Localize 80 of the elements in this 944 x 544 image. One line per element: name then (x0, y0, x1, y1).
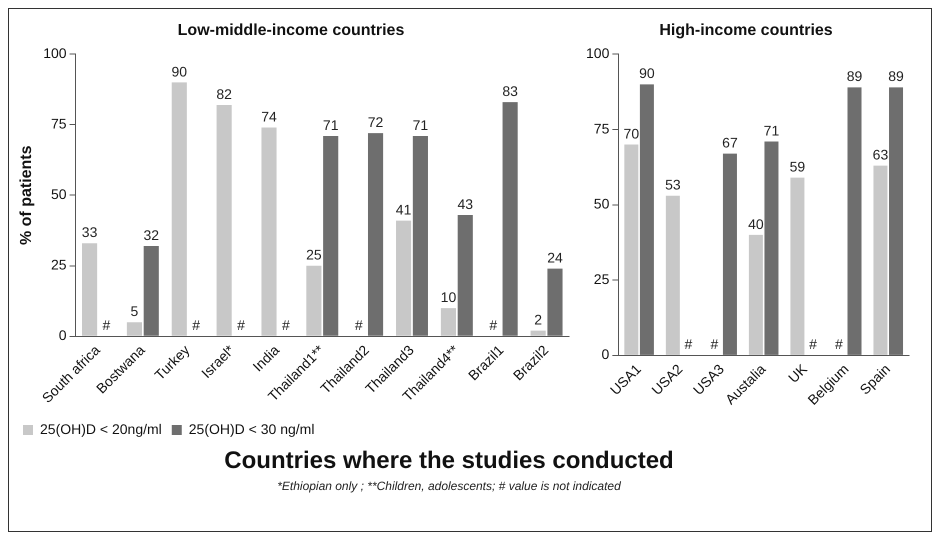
data-label: 72 (368, 114, 384, 130)
data-label: 43 (457, 196, 474, 212)
chart-title: High-income countries (659, 22, 833, 40)
data-label: 71 (764, 122, 780, 138)
data-label: 10 (440, 288, 456, 305)
bar (126, 322, 142, 336)
text: # (489, 317, 498, 334)
data-label: 59 (790, 158, 806, 175)
legend-label: 25(OH)D < 30 ng/ml (188, 420, 314, 437)
bar (624, 144, 638, 355)
y-tick-label: 25 (50, 256, 67, 273)
data-label: 2 (534, 312, 542, 328)
bar (547, 268, 563, 336)
data-label: 90 (172, 63, 188, 80)
text: # (710, 336, 718, 352)
bar (748, 234, 763, 355)
bar (722, 154, 737, 355)
y-tick-label: 100 (586, 45, 610, 62)
bar (790, 178, 804, 355)
text: # (102, 317, 110, 334)
text: Countries where the studies conducted (223, 447, 675, 475)
data-label: 63 (872, 146, 888, 162)
bar (306, 266, 322, 336)
text: # (835, 336, 843, 352)
data-label: 89 (846, 68, 862, 84)
bar (458, 214, 473, 336)
data-label: 5 (130, 303, 139, 320)
x-tick-label: UK (784, 360, 811, 386)
chart-title: Low-middle-income countries (178, 22, 404, 40)
text: # (282, 317, 290, 334)
y-tick-label: 50 (50, 186, 67, 202)
data-label: 53 (665, 176, 681, 193)
y-tick-label: 25 (594, 270, 610, 287)
text: # (809, 336, 817, 352)
data-label: 67 (722, 134, 738, 150)
bar (440, 308, 456, 336)
bar (172, 82, 187, 336)
data-label: 41 (396, 201, 412, 218)
bar (368, 133, 384, 336)
y-tick-label: 50 (594, 196, 610, 212)
data-label: 90 (639, 65, 655, 82)
y-axis-title: % of patients (18, 145, 36, 246)
y-tick-label: 75 (594, 120, 610, 136)
bar (144, 246, 159, 336)
data-label: 83 (502, 83, 518, 100)
data-label: 24 (547, 249, 563, 266)
bar (502, 102, 518, 336)
data-label: 71 (322, 116, 339, 133)
data-label: 33 (82, 224, 98, 240)
y-tick-label: 75 (50, 116, 67, 132)
bar (640, 84, 654, 355)
text: # (237, 317, 245, 334)
bar (764, 142, 778, 355)
data-label: 89 (888, 68, 904, 84)
bar (412, 136, 428, 336)
bar (261, 128, 277, 336)
data-label: 74 (261, 108, 278, 124)
y-tick-label: 0 (58, 327, 67, 344)
text: # (192, 317, 200, 334)
bar (530, 330, 546, 336)
bar (82, 243, 98, 336)
bar (396, 220, 412, 336)
data-label: 70 (624, 125, 640, 142)
bar (216, 104, 232, 336)
data-label: 40 (748, 216, 764, 232)
text: # (354, 317, 363, 334)
bar (323, 136, 338, 336)
text: # (684, 336, 692, 352)
bar (848, 87, 862, 355)
bar (666, 196, 680, 355)
legend-label: 25(OH)D < 20ng/ml (40, 420, 162, 437)
y-tick-label: 100 (43, 45, 67, 62)
data-label: 32 (143, 226, 160, 243)
data-label: 82 (216, 86, 232, 102)
y-tick-label: 0 (602, 346, 610, 362)
text: *Ethiopian only ; **Children, adolescents; # value is not indicated (276, 479, 622, 493)
bar (889, 87, 904, 355)
bar (873, 166, 888, 355)
data-label: 25 (306, 246, 322, 263)
data-label: 71 (412, 116, 428, 133)
